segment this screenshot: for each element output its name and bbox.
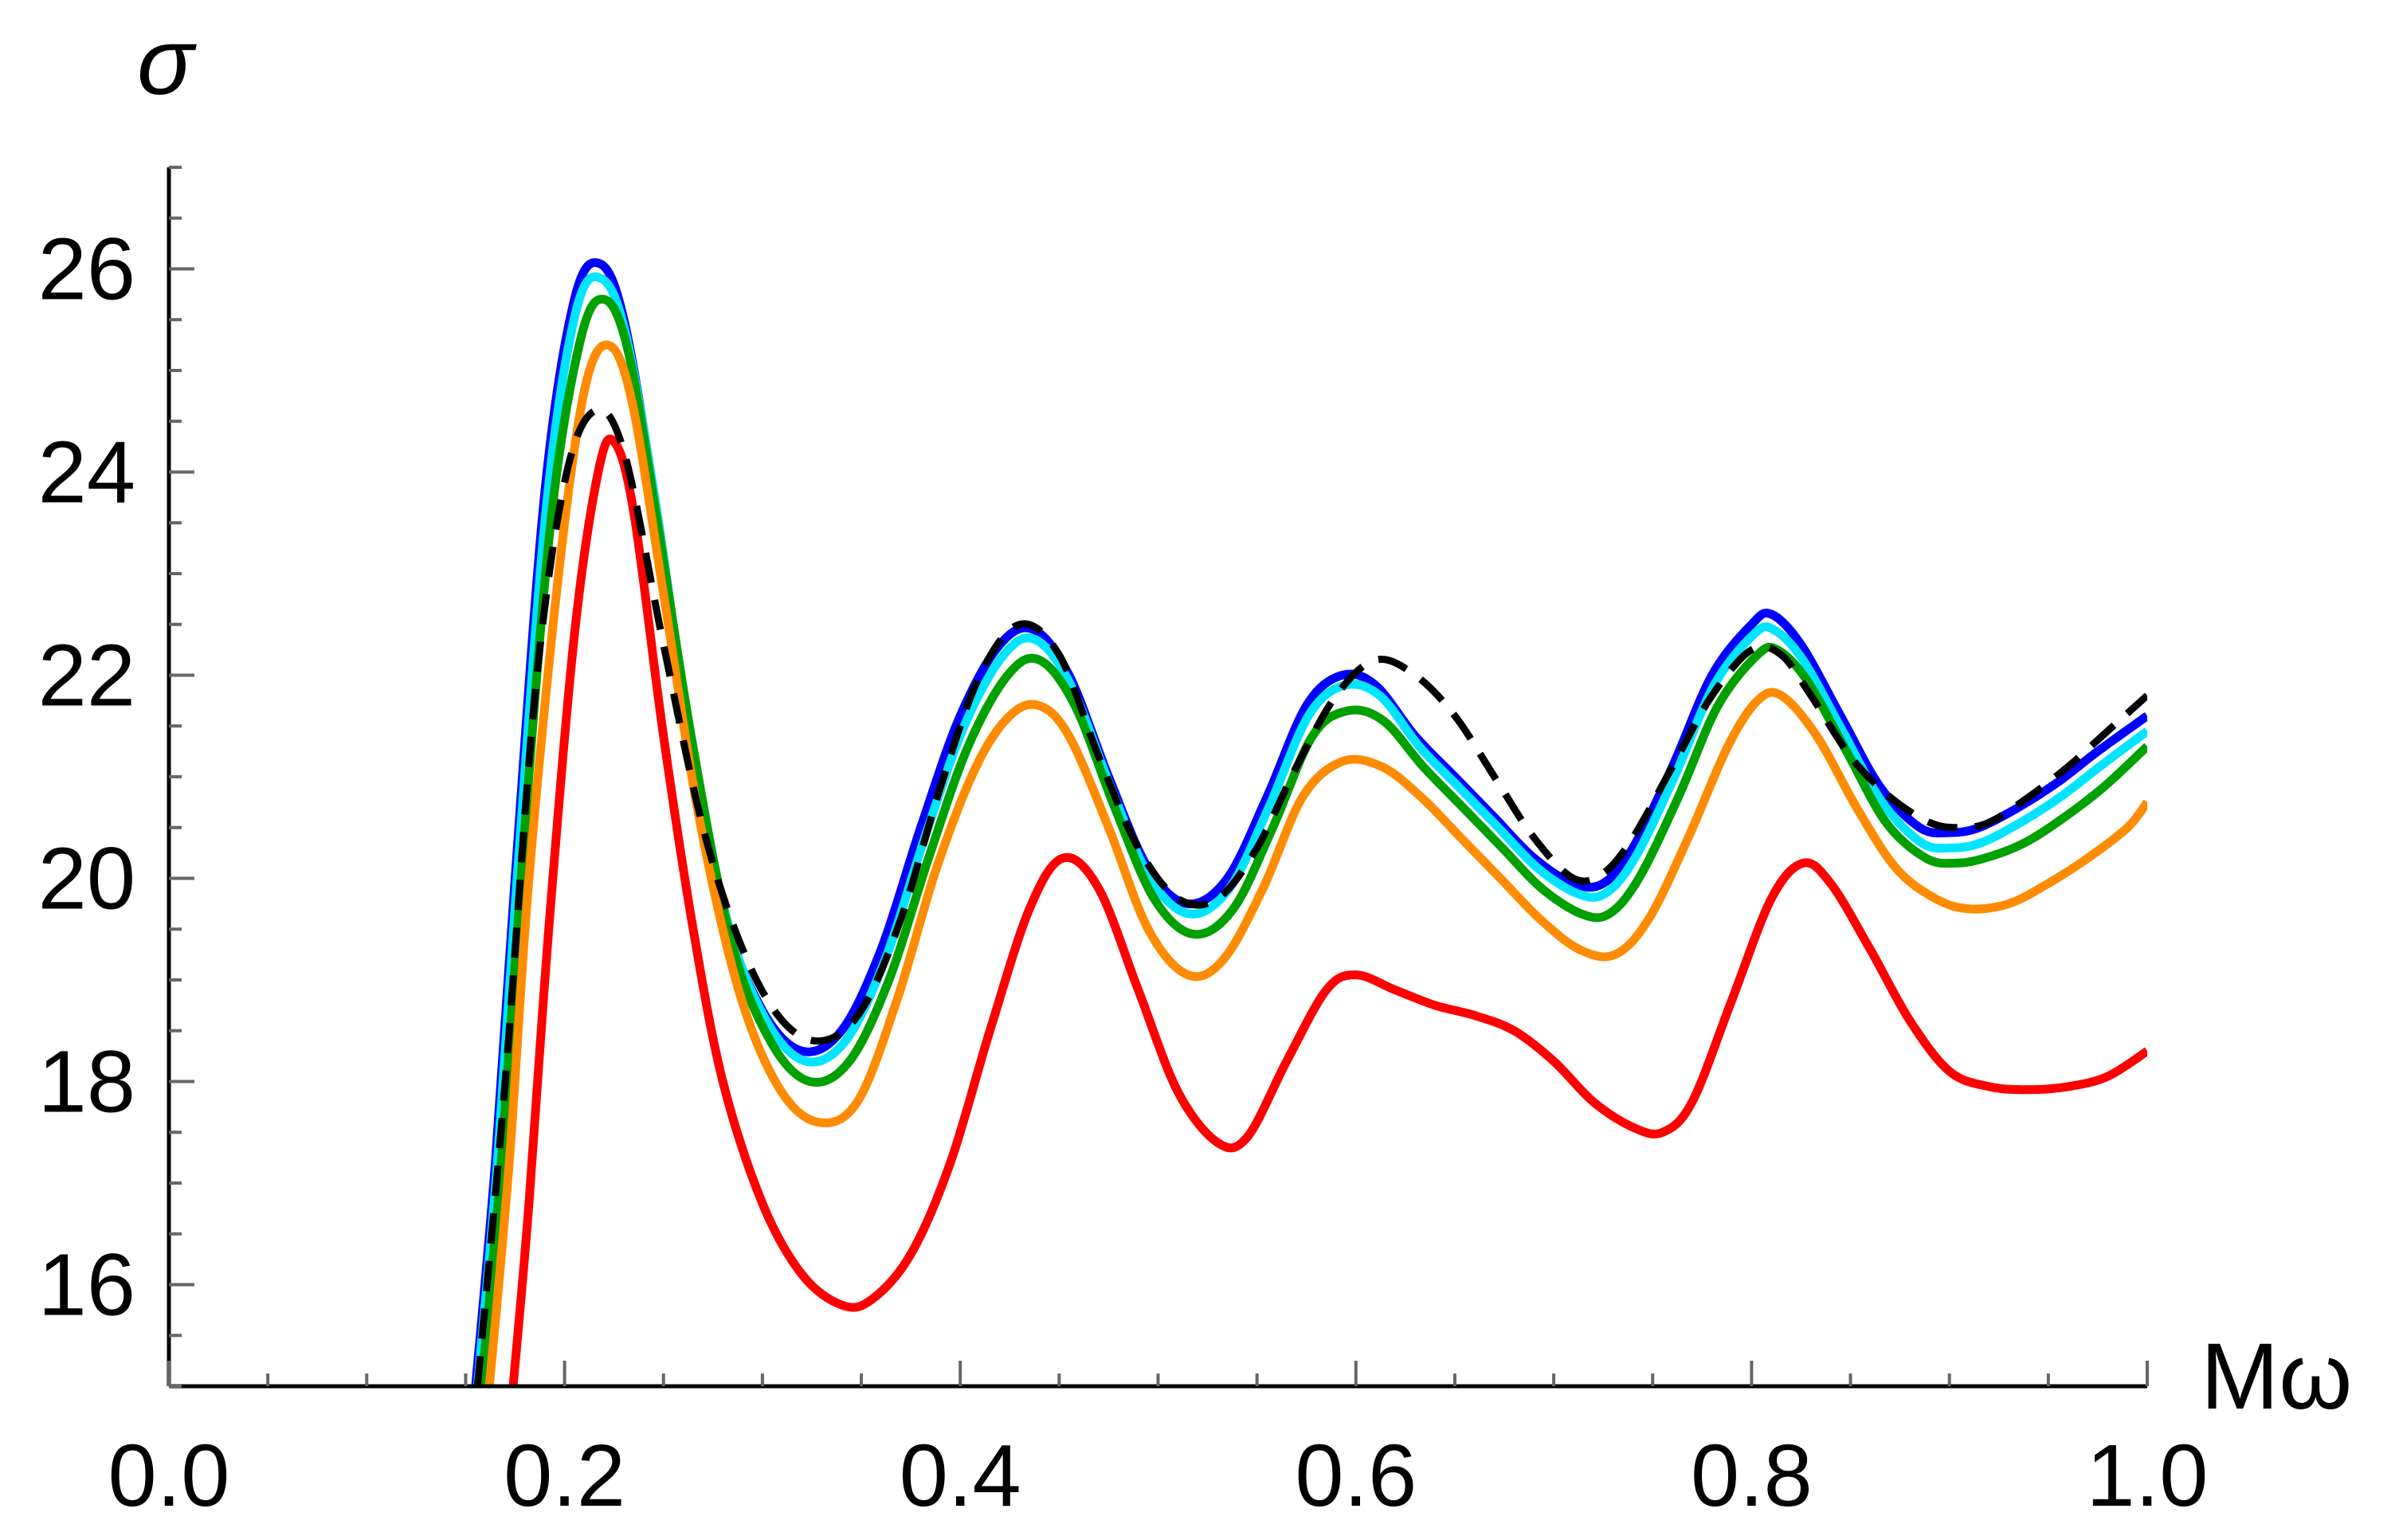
series-line-2 [472,272,2147,1386]
y-tick-label: 22 [38,627,135,725]
series-line-5 [508,434,2147,1386]
x-axis-title: Mω [2201,1324,2352,1429]
x-tick-label: 0.6 [1295,1427,1417,1525]
x-tick-label: 0.0 [108,1427,230,1525]
curves-group [471,258,2147,1386]
y-tick-label: 18 [38,1033,135,1131]
series-line-4 [484,340,2147,1386]
y-tick-label: 20 [38,830,135,928]
y-axis-title: σ [137,10,197,115]
y-tick-label: 26 [38,221,135,319]
axes-group: 0.0 0.2 0.4 0.6 0.8 1.0 16 18 20 22 24 26 [38,166,2209,1525]
y-tick-label: 16 [38,1236,135,1334]
y-tick-label: 24 [38,424,135,522]
x-tick-label: 0.8 [1691,1427,1813,1525]
x-tick-label: 0.4 [900,1427,1021,1525]
series-line-0 [473,406,2147,1386]
x-tick-label: 0.2 [504,1427,625,1525]
x-tick-label: 1.0 [2087,1427,2209,1525]
series-line-3 [476,294,2147,1386]
